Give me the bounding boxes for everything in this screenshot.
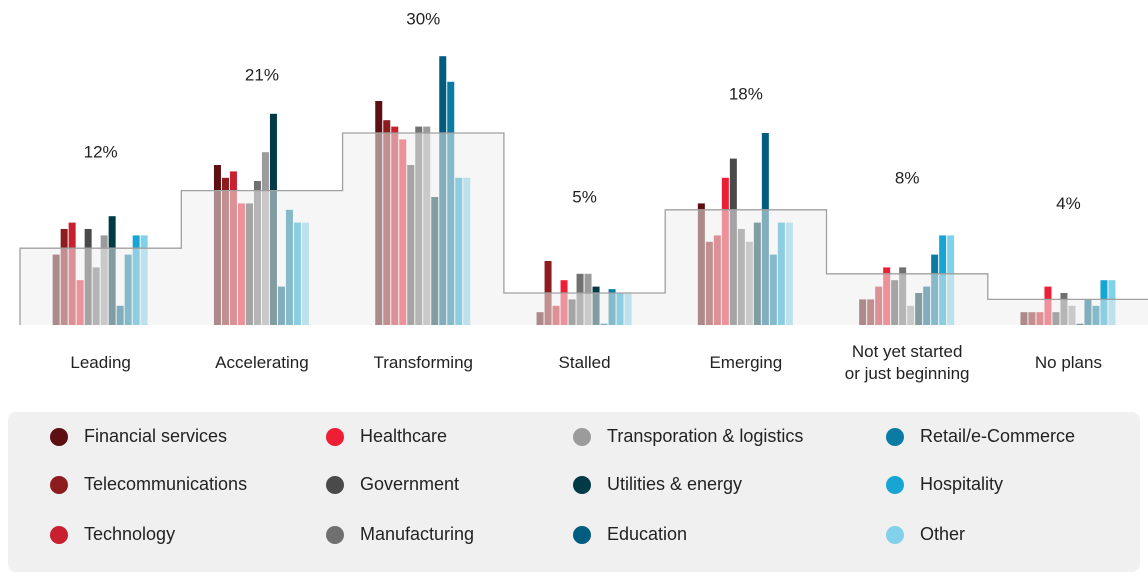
category-label: Transforming: [373, 353, 473, 372]
overall-label: 8%: [895, 168, 920, 187]
legend-swatch: [326, 427, 344, 446]
legend-label: Healthcare: [360, 426, 448, 446]
legend-label: Telecommunications: [84, 474, 248, 494]
overall-area: [20, 248, 182, 325]
legend-item: Other: [886, 524, 965, 545]
legend-swatch: [573, 525, 591, 544]
legend-label: Technology: [84, 524, 176, 544]
overall-label: 4%: [1056, 194, 1081, 213]
legend-label: Government: [360, 474, 460, 494]
legend-item: Technology: [50, 524, 175, 545]
overall-area: [665, 209, 827, 325]
legend-swatch: [50, 525, 68, 544]
legend-label: Other: [920, 524, 966, 544]
overall-outline: [19, 132, 1148, 325]
legend-swatch: [886, 427, 904, 446]
overall-label: 21%: [245, 65, 279, 84]
overall-area: [826, 273, 988, 325]
legend-label: Education: [607, 524, 688, 544]
legend-item: Transporation & logistics: [573, 426, 803, 447]
legend-item: Utilities & energy: [573, 474, 742, 495]
legend-swatch: [50, 427, 68, 446]
legend-item: Hospitality: [886, 474, 1003, 495]
category-label: No plans: [1034, 353, 1102, 372]
legend-item: Healthcare: [326, 426, 447, 447]
legend-swatch: [886, 525, 904, 544]
legend-label: Manufacturing: [360, 524, 475, 544]
legend-item: Financial services: [50, 426, 227, 447]
category-label: Stalled: [558, 353, 611, 372]
legend-swatch: [326, 525, 344, 544]
legend-label: Hospitality: [920, 474, 1004, 494]
legend-swatch: [573, 427, 591, 446]
overall-area: [181, 190, 343, 325]
legend-item: Manufacturing: [326, 524, 474, 545]
legend-swatch: [326, 475, 344, 494]
overall-area: [342, 133, 504, 325]
legend-swatch: [50, 475, 68, 494]
category-label: Leading: [70, 353, 131, 372]
overall-label: 30%: [406, 9, 440, 28]
category-label: Emerging: [709, 353, 783, 372]
legend-label: Transporation & logistics: [607, 426, 804, 446]
overall-label: 18%: [729, 84, 763, 103]
legend-label: Financial services: [84, 426, 228, 446]
category-label: Not yet started or just beginning: [844, 342, 970, 383]
overall-label: 12%: [84, 143, 118, 162]
legend-item: Education: [573, 524, 687, 545]
legend: Financial services Telecommunications Tech…: [8, 412, 1140, 572]
legend-label: Retail/e-Commerce: [920, 426, 1076, 446]
legend-swatch: [886, 475, 904, 494]
legend-item: Government: [326, 474, 459, 495]
category-label: Accelerating: [215, 353, 309, 372]
overall-area: [503, 293, 666, 325]
overall-area: [987, 299, 1148, 325]
legend-label: Utilities & energy: [607, 474, 743, 494]
legend-item: Retail/e-Commerce: [886, 426, 1075, 447]
plot: 12% 21% 30% 5% 18% 8% 4%: [19, 9, 1148, 325]
overall-label: 5%: [572, 187, 597, 206]
legend-swatch: [573, 475, 591, 494]
legend-item: Telecommunications: [50, 474, 247, 495]
